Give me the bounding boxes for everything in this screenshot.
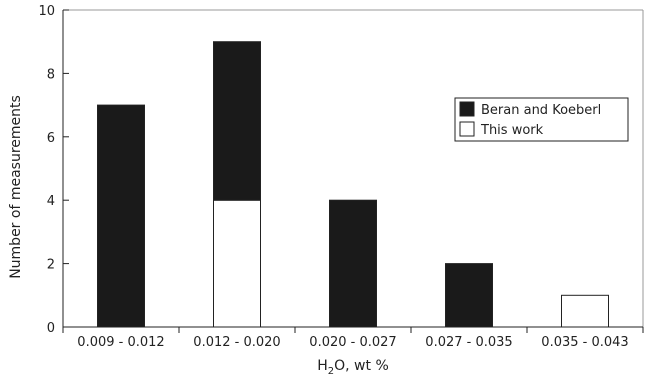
y-tick-label-0: 0	[47, 321, 55, 336]
bar-beran-and-koeberl-3	[329, 199, 377, 328]
y-tick-label-10: 10	[38, 4, 55, 19]
y-axis-title: Number of measurements	[8, 95, 24, 279]
y-tick-label-4: 4	[47, 194, 55, 209]
x-axis-title: H2O, wt %	[317, 358, 389, 377]
bar-beran-and-koeberl-1	[97, 104, 145, 328]
bar-this-work-5	[561, 294, 609, 328]
bar-this-work-2	[213, 199, 261, 328]
legend-swatch-this-work	[459, 121, 475, 137]
legend-box	[454, 97, 629, 142]
x-axis-title-rest: O, wt %	[334, 358, 389, 374]
y-tick-label-2: 2	[47, 258, 55, 273]
y-tick-label-8: 8	[47, 67, 55, 82]
x-tick-label-3: 0.020 - 0.027	[309, 335, 396, 350]
x-tick-label-5: 0.035 - 0.043	[541, 335, 628, 350]
bar-beran-and-koeberl-4	[445, 263, 493, 328]
x-axis-title-subscript: 2	[328, 366, 334, 377]
x-tick-label-2: 0.012 - 0.020	[193, 335, 280, 350]
x-tick-label-4: 0.027 - 0.035	[425, 335, 512, 350]
x-axis: 0.009 - 0.012 0.012 - 0.020 0.020 - 0.027 0…	[62, 326, 644, 350]
x-axis-title-main: H	[317, 358, 328, 374]
x-tick-label-1: 0.009 - 0.012	[77, 335, 164, 350]
legend-swatch-beran-and-koeberl	[459, 101, 475, 117]
plot-area	[63, 9, 644, 328]
legend-label-beran-and-koeberl: Beran and Koeberl	[481, 103, 601, 118]
y-tick-label-6: 6	[47, 131, 55, 146]
bar-beran-and-koeberl-2	[213, 41, 261, 201]
legend: Beran and Koeberl This work	[454, 97, 629, 142]
legend-label-this-work: This work	[480, 123, 544, 138]
y-axis: 0 2 4 6 8 10	[38, 4, 69, 336]
